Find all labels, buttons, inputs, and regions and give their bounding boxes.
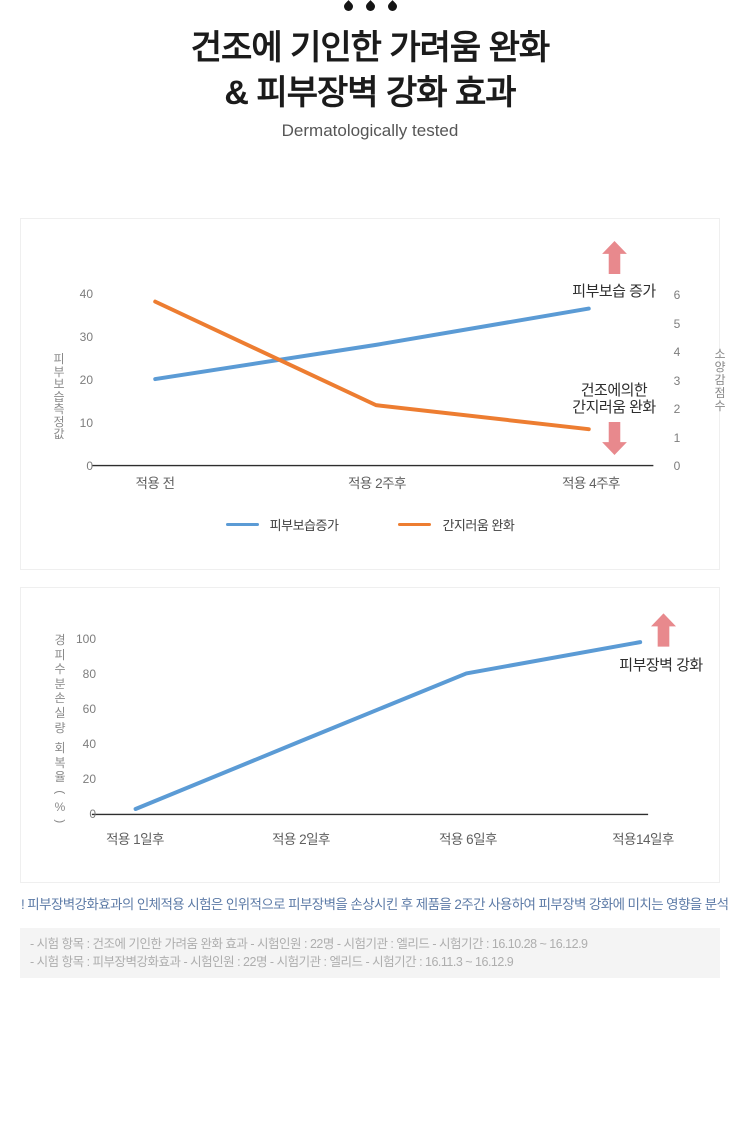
water-drop-icon — [385, 0, 399, 13]
water-drops-decoration — [0, 0, 740, 13]
series-line-blue — [133, 640, 643, 811]
legend-item-itch: 간지러움 완화 — [398, 515, 515, 534]
annotation-itch-line2: 간지러움 완화 — [572, 398, 656, 416]
annotation-itch-relief: 건조에의한 간지러움 완화 — [524, 382, 704, 416]
x-axis-category-label: 적용 2일후 — [272, 832, 330, 847]
axis-label-char: % — [54, 799, 66, 814]
y-axis-tick: 6 — [673, 288, 681, 302]
y-axis-tick: 40 — [79, 287, 93, 301]
annotation-itch-line1: 건조에의한 — [580, 382, 648, 399]
annotation-moisture-increase: 피부보습 증가 — [572, 283, 656, 300]
axis-label-char: 분 — [54, 676, 66, 691]
legend-line-orange-icon — [398, 522, 432, 527]
series-line-orange — [153, 299, 591, 432]
water-drop-icon — [341, 0, 355, 13]
page-title: 건조에 기인한 가려움 완화 & 피부장벽 강화 효과 — [0, 26, 740, 116]
axis-label-char: 손 — [54, 691, 66, 706]
axis-label-char: 피 — [54, 647, 66, 662]
legend-line-blue-icon — [225, 522, 259, 527]
axis-label-char: 회 — [54, 741, 66, 756]
axis-label-char: 습 — [53, 389, 65, 404]
axis-label-char: 측 — [53, 402, 65, 416]
down-arrow-icon — [602, 422, 627, 455]
legend-label-itch: 간지러움 완화 — [442, 518, 515, 533]
y-axis-tick: 2 — [673, 402, 681, 416]
up-arrow-icon — [602, 241, 627, 274]
test-info-line: - 시험 항목 : 피부장벽강화효과 - 시험인원 : 22명 - 시험기관 :… — [30, 955, 514, 969]
y-axis-tick: 4 — [673, 345, 681, 359]
moisture-itch-plot — [91, 299, 654, 467]
axis-label-char: 정 — [53, 414, 65, 429]
axis-label-char: 양 — [714, 360, 726, 374]
y-axis-tick: 0 — [86, 459, 93, 473]
axis-label-char: 감 — [714, 373, 726, 387]
y-axis-tick: 40 — [82, 737, 96, 751]
axis-label-char: ( — [53, 790, 68, 795]
axis-label-char: 값 — [53, 427, 65, 441]
skin-barrier-plot — [91, 640, 649, 816]
y-axis-tick: 60 — [82, 702, 96, 716]
y-axis-tick: 3 — [673, 373, 681, 388]
x-axis-category-label: 적용 6일후 — [439, 832, 497, 847]
legend-item-moisture: 피부보습증가 — [225, 515, 339, 534]
page-title-line1: 건조에 기인한 가려움 완화 — [190, 29, 550, 67]
axis-label-char: 부 — [53, 364, 65, 379]
test-info-box: - 시험 항목 : 건조에 기인한 가려움 완화 효과 - 시험인원 : 22명… — [20, 928, 720, 978]
axis-label-char: 실 — [54, 705, 66, 720]
y-axis-tick: 20 — [79, 373, 93, 387]
axis-label-char: 점 — [714, 386, 726, 400]
test-info-line: - 시험 항목 : 건조에 기인한 가려움 완화 효과 - 시험인원 : 22명… — [30, 937, 588, 951]
axis-label-char: 경 — [54, 633, 66, 647]
y-axis-tick: 20 — [82, 772, 96, 786]
x-axis-category-label: 적용 1일후 — [106, 832, 164, 847]
y-axis-tick: 80 — [82, 667, 96, 681]
axis-label-char: 소 — [714, 347, 726, 361]
y-axis-tick: 5 — [673, 316, 681, 331]
water-drop-icon — [363, 0, 377, 13]
y-axis-tick: 0 — [673, 459, 681, 473]
skin-barrier-chart-card: 경 피 수 분 손 실 량 회 복 율(%) 피부장벽 강화 0 20 40 60 80 100 적용 1일후… — [20, 587, 720, 883]
x-axis-category-label: 적용 2주후 — [348, 476, 406, 491]
axis-label-char: 량 — [54, 720, 66, 735]
axis-label-char: 보 — [53, 377, 65, 391]
legend-label-moisture: 피부보습증가 — [269, 518, 339, 533]
x-axis-category-label: 적용 전 — [135, 476, 175, 491]
axis-label-char: 수 — [54, 662, 66, 677]
up-arrow-icon — [651, 613, 676, 647]
page-title-line2: & 피부장벽 강화 효과 — [224, 74, 516, 112]
y-axis-tick: 30 — [79, 330, 93, 344]
axis-label-char: 수 — [714, 399, 726, 413]
y-axis-label-left: 경 피 수 분 손 실 량 회 복 율(%) — [52, 633, 68, 829]
y-axis-tick: 100 — [75, 632, 96, 646]
test-method-note: ! 피부장벽강화효과의 인체적용 시험은 인위적으로 피부장벽을 손상시킨 후 … — [21, 897, 729, 912]
axis-label-char: 율 — [54, 770, 66, 785]
axis-label-char: 복 — [54, 755, 66, 770]
series-line-blue — [153, 306, 591, 382]
x-axis-category-label: 적용14일후 — [612, 832, 674, 847]
y-axis-tick: 0 — [89, 807, 96, 821]
y-axis-tick: 1 — [673, 430, 681, 445]
axis-label-char: 피 — [53, 352, 65, 366]
x-axis-category-label: 적용 4주후 — [562, 476, 620, 491]
annotation-barrier-strengthen: 피부장벽 강화 — [619, 657, 703, 674]
y-axis-tick: 10 — [79, 416, 93, 430]
chart-legend: 피부보습증가 간지러움 완화 — [21, 515, 719, 534]
page-subtitle: Dermatologically tested — [281, 121, 459, 140]
